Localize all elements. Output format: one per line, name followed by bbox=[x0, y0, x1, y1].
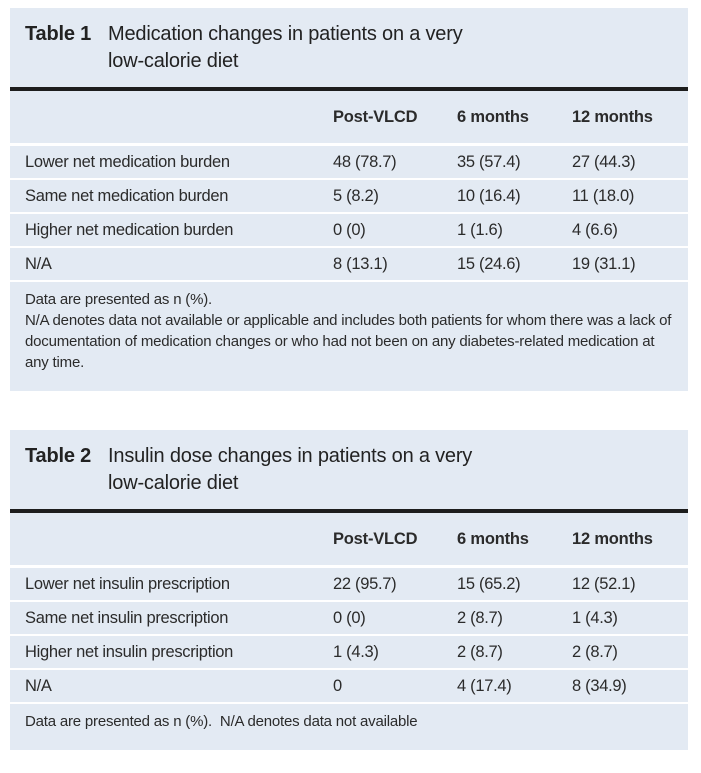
row-label: Lower net insulin prescription bbox=[25, 574, 230, 593]
cell-value: 1 (4.3) bbox=[333, 642, 379, 661]
table1-column-header-post-vlcd: Post-VLCD bbox=[333, 107, 418, 126]
cell-value: 15 (65.2) bbox=[457, 574, 521, 593]
cell-value: 8 (34.9) bbox=[572, 676, 627, 695]
cell-value: 2 (8.7) bbox=[572, 642, 618, 661]
table-row: Lower net insulin prescription 22 (95.7)… bbox=[10, 568, 688, 602]
cell-value: 5 (8.2) bbox=[333, 186, 379, 205]
table1-footnotes: Data are presented as n (%). N/A denotes… bbox=[10, 282, 688, 391]
table-row: Higher net medication burden 0 (0) 1 (1.… bbox=[10, 214, 688, 248]
cell-value: 19 (31.1) bbox=[572, 254, 636, 273]
table-row: N/A 0 4 (17.4) 8 (34.9) bbox=[10, 670, 688, 704]
row-label: Same net medication burden bbox=[25, 186, 229, 205]
row-label: Lower net medication burden bbox=[25, 152, 230, 171]
cell-value: 48 (78.7) bbox=[333, 152, 397, 171]
table2-number-label: Table 2 bbox=[25, 445, 92, 467]
table1-title: Medication changes in patients on a very… bbox=[108, 21, 463, 75]
table2-title: Insulin dose changes in patients on a ve… bbox=[108, 443, 472, 497]
cell-value: 22 (95.7) bbox=[333, 574, 397, 593]
row-label: N/A bbox=[25, 254, 52, 273]
table1-title-line2: low-calorie diet bbox=[108, 50, 239, 72]
table2-column-header-post-vlcd: Post-VLCD bbox=[333, 529, 418, 548]
cell-value: 8 (13.1) bbox=[333, 254, 388, 273]
table1-column-header-12-months: 12 months bbox=[572, 107, 653, 126]
cell-value: 10 (16.4) bbox=[457, 186, 521, 205]
table2-header-row: Post-VLCD 6 months 12 months bbox=[10, 513, 688, 568]
table-row: Higher net insulin prescription 1 (4.3) … bbox=[10, 636, 688, 670]
table-row: N/A 8 (13.1) 15 (24.6) 19 (31.1) bbox=[10, 248, 688, 282]
table2-title-row: Table 2 Insulin dose changes in patients… bbox=[10, 430, 688, 509]
cell-value: 0 (0) bbox=[333, 608, 366, 627]
cell-value: 2 (8.7) bbox=[457, 608, 503, 627]
table1-panel: Table 1 Medication changes in patients o… bbox=[10, 8, 688, 391]
cell-value: 11 (18.0) bbox=[572, 186, 635, 205]
cell-value: 0 (0) bbox=[333, 220, 366, 239]
cell-value: 35 (57.4) bbox=[457, 152, 521, 171]
table2-title-line1: Insulin dose changes in patients on a ve… bbox=[108, 445, 473, 467]
cell-value: 12 (52.1) bbox=[572, 574, 636, 593]
table2-title-line2: low-calorie diet bbox=[108, 472, 239, 494]
table1-title-line1: Medication changes in patients on a very bbox=[108, 23, 463, 45]
table1-title-rule bbox=[10, 87, 688, 91]
table-row: Same net insulin prescription 0 (0) 2 (8… bbox=[10, 602, 688, 636]
row-label: N/A bbox=[25, 676, 52, 695]
cell-value: 2 (8.7) bbox=[457, 642, 503, 661]
cell-value: 27 (44.3) bbox=[572, 152, 636, 171]
table2-column-header-12-months: 12 months bbox=[572, 529, 653, 548]
footnote-text: Data are presented as n (%). N/A denotes… bbox=[25, 713, 418, 730]
table2-title-rule bbox=[10, 509, 688, 513]
cell-value: 0 bbox=[333, 676, 342, 695]
table2-panel: Table 2 Insulin dose changes in patients… bbox=[10, 430, 688, 750]
table-row: Lower net medication burden 48 (78.7) 35… bbox=[10, 146, 688, 180]
footnote-text: Data are presented as n (%). bbox=[25, 291, 212, 308]
table1-header-row: Post-VLCD 6 months 12 months bbox=[10, 91, 688, 146]
cell-value: 1 (1.6) bbox=[457, 220, 503, 239]
table1-number-label: Table 1 bbox=[25, 23, 92, 45]
table2-footnotes: Data are presented as n (%). N/A denotes… bbox=[10, 704, 688, 750]
table-row: Same net medication burden 5 (8.2) 10 (1… bbox=[10, 180, 688, 214]
table1-column-header-6-months: 6 months bbox=[457, 107, 529, 126]
cell-value: 4 (6.6) bbox=[572, 220, 618, 239]
cell-value: 15 (24.6) bbox=[457, 254, 521, 273]
row-label: Same net insulin prescription bbox=[25, 608, 229, 627]
cell-value: 1 (4.3) bbox=[572, 608, 618, 627]
table2-column-header-6-months: 6 months bbox=[457, 529, 529, 548]
footnote-text: N/A denotes data not available or applic… bbox=[25, 312, 676, 371]
table1-title-row: Table 1 Medication changes in patients o… bbox=[10, 8, 688, 87]
row-label: Higher net medication burden bbox=[25, 220, 234, 239]
cell-value: 4 (17.4) bbox=[457, 676, 512, 695]
row-label: Higher net insulin prescription bbox=[25, 642, 234, 661]
